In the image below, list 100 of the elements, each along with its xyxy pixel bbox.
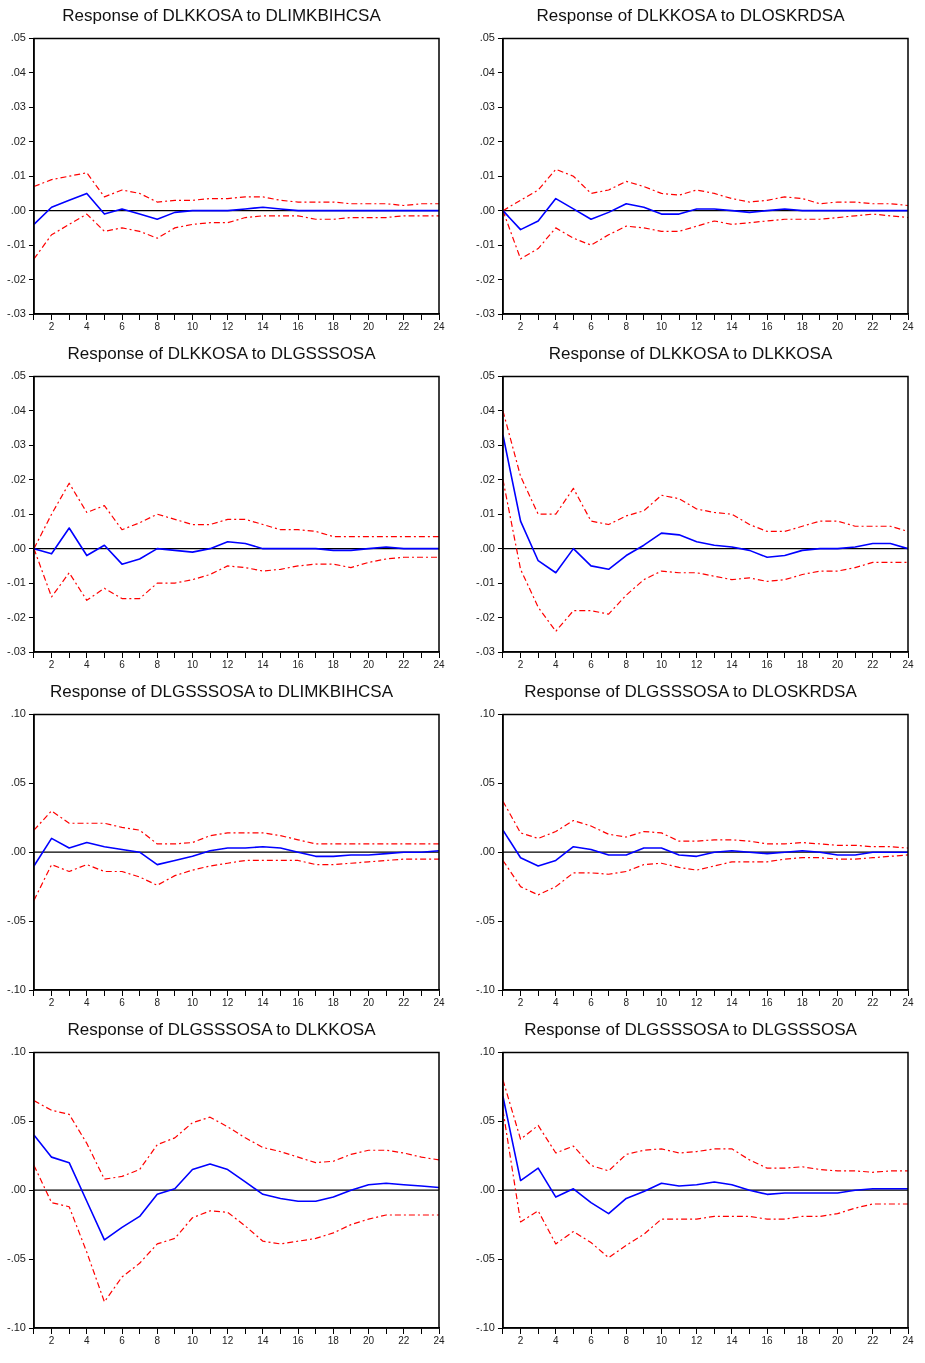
- y-tick-label: .00: [479, 845, 495, 858]
- y-tick-label: .01: [10, 507, 26, 520]
- x-tick-label: 10: [655, 1334, 668, 1346]
- x-tick-label: 18: [327, 658, 340, 670]
- x-tick-label: 22: [867, 320, 879, 332]
- y-tick-label: -.01: [6, 238, 26, 251]
- y-tick-label: -.01: [6, 576, 26, 589]
- x-tick-label: 22: [867, 1334, 879, 1346]
- y-tick-label: .03: [10, 438, 26, 451]
- x-tick-label: 6: [588, 320, 595, 332]
- y-tick-label: .01: [479, 169, 495, 182]
- y-tick-label: .04: [10, 403, 26, 416]
- x-tick-label: 10: [655, 320, 668, 332]
- x-tick-label: 22: [867, 658, 879, 670]
- x-tick-label: 14: [257, 1334, 269, 1346]
- y-tick-label: -.05: [475, 1252, 495, 1265]
- x-tick-label: 2: [48, 1334, 55, 1346]
- line-series: [33, 810, 439, 845]
- x-tick-label: 20: [831, 1334, 844, 1346]
- chart-title: Response of DLGSSSOSA to DLKKOSA: [67, 1019, 377, 1039]
- y-tick-label: -.03: [6, 645, 26, 658]
- y-tick-label: .00: [479, 1183, 495, 1196]
- x-tick-label: 16: [761, 320, 774, 332]
- y-tick-label: -.01: [475, 576, 495, 589]
- y-tick-label: -.05: [475, 914, 495, 927]
- y-tick-label: -.10: [475, 1321, 495, 1334]
- x-tick-label: 20: [362, 1334, 375, 1346]
- y-tick-label: .04: [479, 403, 495, 416]
- x-tick-label: 24: [902, 320, 914, 332]
- x-tick-label: 12: [691, 658, 703, 670]
- x-tick-label: 12: [222, 1334, 234, 1346]
- x-tick-label: 12: [222, 996, 234, 1008]
- line-series: [33, 172, 439, 207]
- x-tick-label: 8: [623, 1334, 630, 1346]
- x-tick-label: 20: [831, 996, 844, 1008]
- chart-title: Response of DLKKOSA to DLKKOSA: [548, 343, 833, 363]
- y-tick-label: .05: [479, 369, 495, 382]
- y-tick-label: .00: [10, 203, 26, 216]
- x-tick-label: 10: [186, 996, 199, 1008]
- y-tick-label: .10: [10, 707, 26, 720]
- y-tick-label: .03: [479, 438, 495, 451]
- y-tick-label: .02: [10, 472, 26, 485]
- x-tick-label: 2: [517, 1334, 524, 1346]
- x-tick-label: 8: [623, 996, 630, 1008]
- x-tick-label: 8: [623, 320, 630, 332]
- x-tick-label: 22: [398, 1334, 410, 1346]
- y-tick-label: -.05: [6, 1252, 26, 1265]
- x-tick-label: 18: [327, 996, 340, 1008]
- x-tick-label: 2: [517, 996, 524, 1008]
- x-tick-label: 22: [398, 658, 410, 670]
- x-tick-label: 2: [48, 658, 55, 670]
- y-tick-label: -.02: [475, 610, 495, 623]
- chart-title: Response of DLKKOSA to DLGSSSOSA: [67, 343, 377, 363]
- x-tick-label: 6: [119, 658, 126, 670]
- x-tick-label: 22: [867, 996, 879, 1008]
- chart-title: Response of DLGSSSOSA to DLIMKBIHCSA: [50, 681, 394, 701]
- x-tick-label: 4: [553, 996, 560, 1008]
- x-tick-label: 16: [761, 1334, 774, 1346]
- x-tick-label: 24: [902, 996, 914, 1008]
- x-tick-label: 14: [726, 658, 738, 670]
- x-tick-label: 8: [623, 658, 630, 670]
- y-tick-label: .00: [10, 541, 26, 554]
- y-tick-label: -.02: [6, 610, 26, 623]
- x-tick-label: 20: [362, 658, 375, 670]
- y-tick-label: .02: [10, 134, 26, 147]
- x-tick-label: 14: [257, 658, 269, 670]
- x-tick-label: 20: [831, 658, 844, 670]
- x-tick-label: 20: [362, 996, 375, 1008]
- x-tick-label: 18: [327, 320, 340, 332]
- x-tick-label: 6: [119, 996, 126, 1008]
- x-tick-label: 4: [84, 658, 91, 670]
- x-tick-label: 8: [154, 1334, 161, 1346]
- x-tick-label: 6: [119, 1334, 126, 1346]
- y-tick-label: .05: [10, 369, 26, 382]
- y-tick-label: .05: [10, 776, 26, 789]
- x-tick-label: 24: [433, 320, 445, 332]
- x-tick-label: 16: [292, 658, 305, 670]
- x-tick-label: 4: [553, 1334, 560, 1346]
- x-tick-label: 10: [655, 996, 668, 1008]
- x-tick-label: 18: [796, 320, 809, 332]
- x-tick-label: 2: [48, 320, 55, 332]
- y-tick-label: .03: [479, 100, 495, 113]
- x-tick-label: 22: [398, 996, 410, 1008]
- x-tick-label: 8: [154, 320, 161, 332]
- x-tick-label: 4: [84, 996, 91, 1008]
- line-series: [33, 858, 439, 902]
- x-tick-label: 16: [292, 996, 305, 1008]
- x-tick-label: 16: [292, 320, 305, 332]
- line-series: [33, 1100, 439, 1180]
- y-tick-label: -.03: [475, 307, 495, 320]
- y-tick-label: .10: [479, 707, 495, 720]
- x-tick-label: 14: [726, 1334, 738, 1346]
- x-tick-label: 12: [691, 1334, 703, 1346]
- chart-title: Response of DLKKOSA to DLIMKBIHCSA: [62, 5, 382, 25]
- x-tick-label: 16: [761, 996, 774, 1008]
- x-tick-label: 18: [796, 658, 809, 670]
- x-tick-label: 22: [398, 320, 410, 332]
- y-tick-label: .10: [10, 1045, 26, 1058]
- chart-title: Response of DLKKOSA to DLOSKRDSA: [536, 5, 846, 25]
- y-tick-label: -.02: [475, 272, 495, 285]
